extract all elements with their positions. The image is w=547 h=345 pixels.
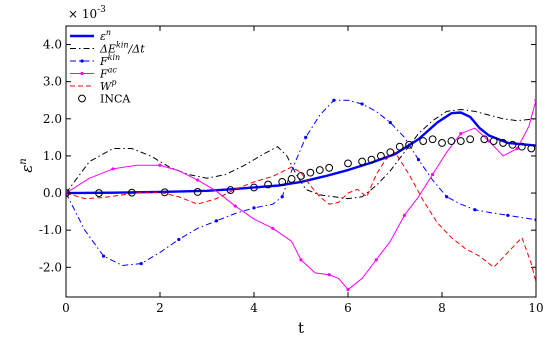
series-inca-point bbox=[160, 188, 169, 197]
series-inca-point bbox=[226, 186, 235, 194]
y-tick-label: 1.0 bbox=[43, 149, 62, 163]
series-inca-point bbox=[527, 144, 536, 153]
series-f-ac-point bbox=[346, 287, 350, 292]
series-f-ac-point bbox=[196, 178, 200, 182]
series-inca-point bbox=[306, 168, 315, 177]
series-inca-point bbox=[287, 175, 296, 183]
plot-area bbox=[65, 25, 537, 298]
series-inca-point bbox=[508, 140, 517, 149]
y-tick-label: -1.0 bbox=[39, 223, 62, 237]
series-f-ac-point bbox=[534, 98, 536, 102]
series-f-ac-point bbox=[515, 146, 519, 151]
series-inca-point bbox=[499, 139, 508, 147]
series-inca-point bbox=[438, 139, 446, 147]
y-tick-label: 2.0 bbox=[43, 112, 62, 126]
series-f-ac-point bbox=[459, 132, 463, 136]
series-inca-point bbox=[466, 135, 475, 144]
series-inca-point bbox=[250, 183, 258, 192]
series-f-kin-line bbox=[66, 99, 536, 266]
series-inca-point bbox=[419, 137, 428, 145]
series-inca-point bbox=[428, 135, 437, 144]
series-inca-point bbox=[95, 189, 103, 197]
x-tick-label: 2 bbox=[156, 301, 164, 315]
y-tick-label: 4.0 bbox=[43, 38, 62, 52]
series-f-ac-point bbox=[158, 163, 162, 167]
legend-f-kin-label: Fkin bbox=[99, 53, 120, 68]
x-tick-label: 6 bbox=[344, 301, 352, 315]
series-inca-point bbox=[344, 159, 352, 168]
series-f-kin-point bbox=[280, 195, 284, 199]
series-inca-point bbox=[386, 148, 395, 157]
x-tick-label: 4 bbox=[250, 301, 258, 315]
series-inca-point bbox=[278, 178, 287, 186]
legend-w-p-label: Wp bbox=[100, 78, 116, 93]
series-inca-point bbox=[367, 155, 376, 164]
series-inca-point bbox=[395, 142, 404, 151]
ticks-layer: 0 2 4 6 8 10 -2.0 -1.0 0.0 1.0 2.0 3.0 4.0 bbox=[39, 26, 544, 315]
series-f-ac-point bbox=[299, 258, 303, 262]
series-f-kin-point bbox=[506, 213, 510, 217]
y-tick-label: 3.0 bbox=[43, 75, 62, 89]
series-inca-point bbox=[325, 163, 334, 172]
series-e-kin-t-line bbox=[66, 109, 536, 200]
series-f-kin-point bbox=[473, 208, 477, 212]
series-f-ac-point bbox=[431, 172, 435, 177]
y-scale-multiplier: × 10-3 bbox=[68, 5, 106, 21]
y-tick-label: 0.0 bbox=[43, 186, 62, 200]
series-f-ac-point bbox=[111, 167, 115, 171]
legend-inca-swatch bbox=[78, 94, 86, 103]
series-inca-point bbox=[127, 188, 136, 197]
series-inca-point bbox=[447, 137, 456, 145]
series-inca-point bbox=[377, 152, 385, 160]
series-f-kin-point bbox=[388, 120, 392, 125]
series-f-ac-point bbox=[271, 226, 275, 230]
series-f-kin-point bbox=[102, 254, 106, 258]
series-f-kin-point bbox=[252, 206, 256, 210]
series-f-ac-point bbox=[402, 213, 406, 217]
series-f-ac-point bbox=[374, 258, 378, 262]
y-axis-label: εn bbox=[18, 158, 36, 173]
series-inca-point bbox=[358, 157, 367, 166]
series-f-kin-point bbox=[416, 158, 421, 162]
series-f-kin-point bbox=[139, 261, 143, 266]
series-inca-point bbox=[297, 172, 305, 180]
series-inca-point bbox=[193, 188, 202, 196]
series-f-kin-point bbox=[214, 219, 218, 223]
x-tick-label: 10 bbox=[528, 301, 543, 315]
series-f-kin-point bbox=[534, 218, 536, 222]
series-inca-point bbox=[405, 140, 414, 149]
series-inca-point bbox=[518, 142, 526, 151]
series-f-kin-point bbox=[304, 135, 308, 139]
x-tick-label: 8 bbox=[438, 301, 446, 315]
x-axis-label: t bbox=[298, 319, 304, 337]
series-w-p-line bbox=[66, 151, 536, 283]
legend-inca-label: INCA bbox=[100, 93, 131, 106]
series-inca-point bbox=[315, 166, 324, 174]
series-f-ac-line bbox=[66, 100, 536, 291]
legend-f-ac-label: Fac bbox=[99, 66, 117, 81]
series-f-kin-point bbox=[332, 98, 336, 102]
series-inca-point bbox=[480, 135, 489, 144]
series-inca-point bbox=[489, 137, 498, 145]
series-inca-point bbox=[456, 137, 465, 145]
series-f-ac-point bbox=[233, 204, 237, 208]
series-layer bbox=[66, 98, 536, 292]
y-tick-label: -2.0 bbox=[39, 260, 62, 274]
series-f-kin-point bbox=[177, 237, 181, 242]
series-inca-point bbox=[264, 180, 273, 189]
x-tick-label: 0 bbox=[62, 301, 70, 315]
series-f-kin-point bbox=[360, 102, 364, 106]
series-f-kin-point bbox=[445, 195, 449, 199]
legend-n-label: εn bbox=[100, 28, 111, 43]
series-f-ac-point bbox=[327, 273, 331, 277]
legend-e-kin-t-label: ΔEkin/Δt bbox=[99, 41, 145, 56]
series-f-ac-point bbox=[487, 139, 491, 143]
